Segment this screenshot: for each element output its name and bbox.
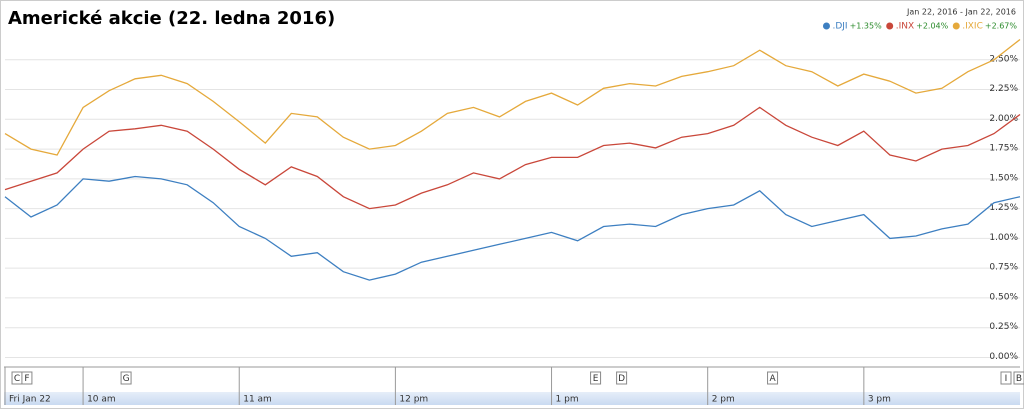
x-tick-label: 12 pm [399, 395, 428, 405]
flag-label: B [1016, 374, 1022, 384]
flag [21, 371, 33, 385]
x-tick-label: Fri Jan 22 [9, 395, 51, 405]
flag-label: D [618, 374, 625, 384]
legend-change: +2.04% [916, 22, 949, 31]
flag [1000, 371, 1012, 385]
x-tick-label: 11 am [243, 395, 272, 405]
flag-label: I [1005, 374, 1008, 384]
legend-change: +2.67% [985, 22, 1018, 31]
series-line [4, 106, 1021, 210]
y-tick-label: 2.25% [989, 84, 1018, 94]
legend-name: .IXIC [962, 22, 983, 32]
flag-label: A [769, 374, 776, 384]
legend-name: .INX [896, 22, 914, 32]
y-tick-label: 1.25% [989, 203, 1018, 213]
flag [767, 371, 779, 385]
flag [1013, 371, 1024, 385]
y-tick-label: 2.00% [989, 114, 1018, 124]
time-band [4, 392, 1020, 405]
x-tick-label: 1 pm [556, 395, 579, 405]
y-tick-label: 0.25% [989, 322, 1018, 332]
series-line [4, 38, 1021, 156]
y-tick-label: 1.00% [989, 233, 1018, 243]
flag [590, 371, 602, 385]
series-line [4, 175, 1021, 281]
y-tick-label: 0.75% [989, 263, 1018, 273]
legend-marker [952, 22, 960, 30]
legend-name: .DJI [832, 22, 847, 32]
date-range: Jan 22, 2016 - Jan 22, 2016 [906, 8, 1016, 17]
y-tick-label: 0.50% [989, 292, 1018, 302]
chart-title: Americké akcie (22. ledna 2016) [8, 8, 335, 29]
flag [120, 371, 132, 385]
y-tick-label: 2.50% [989, 54, 1018, 64]
flag-label: F [24, 374, 29, 384]
y-tick-label: 0.00% [989, 352, 1018, 362]
x-tick-label: 2 pm [712, 395, 735, 405]
y-tick-label: 1.50% [989, 173, 1018, 183]
flag [616, 371, 628, 385]
x-tick-label: 10 am [87, 395, 116, 405]
legend-marker [822, 22, 830, 30]
legend-change: +1.35% [850, 22, 883, 31]
x-tick-label: 3 pm [868, 395, 891, 405]
flag-label: E [593, 374, 599, 384]
flag-label: G [123, 374, 130, 384]
flag-label: C [14, 374, 20, 384]
y-tick-label: 1.75% [989, 144, 1018, 154]
legend-marker [886, 22, 894, 30]
